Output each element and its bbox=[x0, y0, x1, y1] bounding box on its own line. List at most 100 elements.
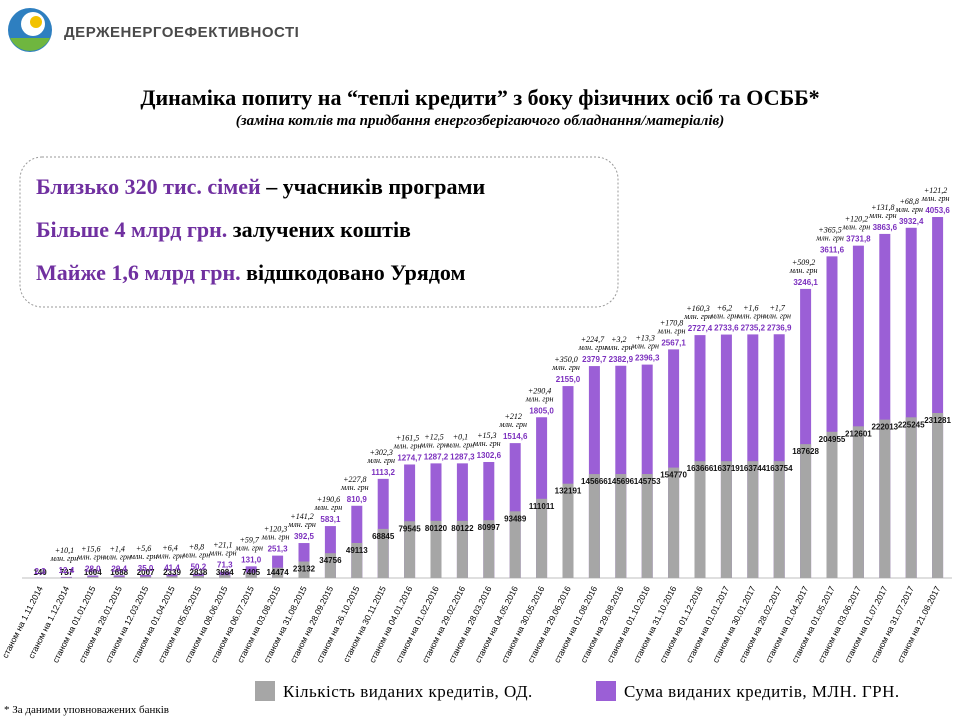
increment-label: +1,4 bbox=[109, 544, 124, 553]
increment-label: +6,2 bbox=[717, 304, 732, 313]
count-bar bbox=[773, 461, 785, 578]
sum-label: 131,0 bbox=[241, 555, 262, 564]
increment-label: +3,2 bbox=[611, 335, 626, 344]
increment-label: +1,7 bbox=[769, 303, 785, 312]
count-label: 79545 bbox=[398, 524, 421, 533]
sum-bar bbox=[324, 526, 336, 578]
count-bar bbox=[826, 431, 838, 578]
org-name: ДЕРЖЕНЕРГОЕФЕКТИВНОСТІ bbox=[64, 24, 299, 41]
increment-label: +13,3 bbox=[635, 334, 654, 343]
sum-label: 1514,6 bbox=[503, 432, 528, 441]
sum-bar bbox=[456, 463, 468, 578]
count-label: 132191 bbox=[555, 487, 582, 496]
increment-unit: млн. грн bbox=[76, 553, 105, 562]
sum-label: 2735,2 bbox=[741, 323, 766, 332]
count-label: 212601 bbox=[845, 429, 872, 438]
count-bar bbox=[536, 498, 548, 578]
count-bar bbox=[694, 461, 706, 578]
count-label: 7405 bbox=[242, 568, 260, 577]
sum-bar bbox=[879, 233, 891, 578]
sum-bar bbox=[668, 349, 680, 578]
sum-bar bbox=[192, 573, 204, 578]
sum-label: 41,4 bbox=[164, 563, 180, 572]
increment-unit: млн. грн bbox=[630, 342, 659, 351]
count-bar bbox=[932, 413, 944, 578]
increment-unit: млн. грн bbox=[393, 441, 422, 450]
sum-label: 583,1 bbox=[320, 515, 341, 524]
increment-unit: млн. грн bbox=[234, 543, 263, 552]
count-bar bbox=[879, 419, 891, 578]
increment-label: +12,5 bbox=[424, 432, 443, 441]
count-bar bbox=[588, 474, 600, 578]
sum-label: 810,9 bbox=[347, 495, 368, 504]
sum-bar bbox=[905, 227, 917, 578]
increment-unit: млн. грн bbox=[921, 194, 950, 203]
count-label: 3984 bbox=[216, 568, 234, 577]
footnote: * За даними уповноважених банків bbox=[4, 704, 169, 716]
sum-bar bbox=[615, 365, 627, 578]
chart-title: Динаміка попиту на “теплі кредити” з бок… bbox=[140, 85, 819, 110]
count-label: 2007 bbox=[137, 568, 155, 577]
count-bar bbox=[747, 461, 759, 578]
sum-bar bbox=[166, 574, 178, 578]
increment-label: +160,3 bbox=[686, 304, 709, 313]
count-label: 2838 bbox=[190, 568, 208, 577]
sum-bar bbox=[562, 386, 574, 578]
sum-label: 392,5 bbox=[294, 532, 315, 541]
increment-label: +141,2 bbox=[290, 512, 313, 521]
count-label: 111011 bbox=[529, 502, 555, 511]
count-bar bbox=[852, 426, 864, 578]
increment-unit: млн. грн bbox=[498, 420, 527, 429]
highlight-text: – учасників програми bbox=[265, 174, 485, 199]
sum-bar bbox=[641, 364, 653, 578]
legend-label: Сума виданих кредитів, МЛН. ГРН. bbox=[624, 682, 900, 701]
count-bar bbox=[192, 575, 204, 578]
logo bbox=[8, 8, 52, 52]
sum-bar bbox=[87, 575, 99, 578]
increment-unit: млн. грн bbox=[815, 233, 844, 242]
count-bar bbox=[166, 576, 178, 578]
count-label: 222013 bbox=[871, 423, 898, 432]
increment-label: +131,8 bbox=[871, 203, 894, 212]
count-bar bbox=[324, 553, 336, 578]
sum-bar bbox=[245, 566, 257, 578]
sum-bar bbox=[140, 574, 152, 578]
increment-label: +59,7 bbox=[239, 535, 259, 544]
sum-label: 2733,6 bbox=[714, 324, 739, 333]
sum-bar bbox=[351, 505, 363, 578]
count-bar bbox=[298, 561, 310, 578]
highlight-line: Близько 320 тис. сімей – учасників прогр… bbox=[36, 174, 486, 199]
increment-label: +5,6 bbox=[136, 544, 151, 553]
count-label: 34756 bbox=[319, 556, 342, 565]
sum-bar bbox=[430, 463, 442, 578]
increment-unit: млн. грн bbox=[525, 394, 554, 403]
increment-label: +212 bbox=[504, 412, 521, 421]
increment-label: +170,8 bbox=[660, 318, 683, 327]
increment-label: +0,1 bbox=[453, 432, 468, 441]
count-bar bbox=[272, 567, 284, 578]
sum-bar bbox=[588, 366, 600, 578]
sum-bar bbox=[694, 335, 706, 578]
sum-label: 1287,3 bbox=[450, 452, 475, 461]
sum-label: 2727,4 bbox=[688, 324, 713, 333]
sum-label: 2382,9 bbox=[609, 355, 634, 364]
highlight-text: залучених коштів bbox=[233, 217, 411, 242]
sum-bar bbox=[377, 478, 389, 578]
count-bar bbox=[641, 474, 653, 578]
count-bar bbox=[245, 572, 257, 578]
count-label: 145696 bbox=[607, 477, 634, 486]
increment-unit: млн. грн bbox=[155, 551, 184, 560]
increment-unit: млн. грн bbox=[683, 312, 712, 321]
count-label: 49113 bbox=[346, 546, 368, 555]
increment-unit: млн. грн bbox=[762, 311, 791, 320]
count-bar bbox=[113, 576, 125, 578]
sum-label: 2155,0 bbox=[556, 375, 581, 384]
sum-label: 28,0 bbox=[85, 565, 101, 574]
increment-label: +8,8 bbox=[189, 543, 204, 552]
increment-label: +302,3 bbox=[369, 448, 392, 457]
count-bar bbox=[404, 521, 416, 578]
highlight-accent: Майже 1,6 млрд грн. bbox=[36, 260, 241, 285]
sum-label: 2567,1 bbox=[661, 338, 686, 347]
sum-label: 12,4 bbox=[59, 566, 75, 575]
